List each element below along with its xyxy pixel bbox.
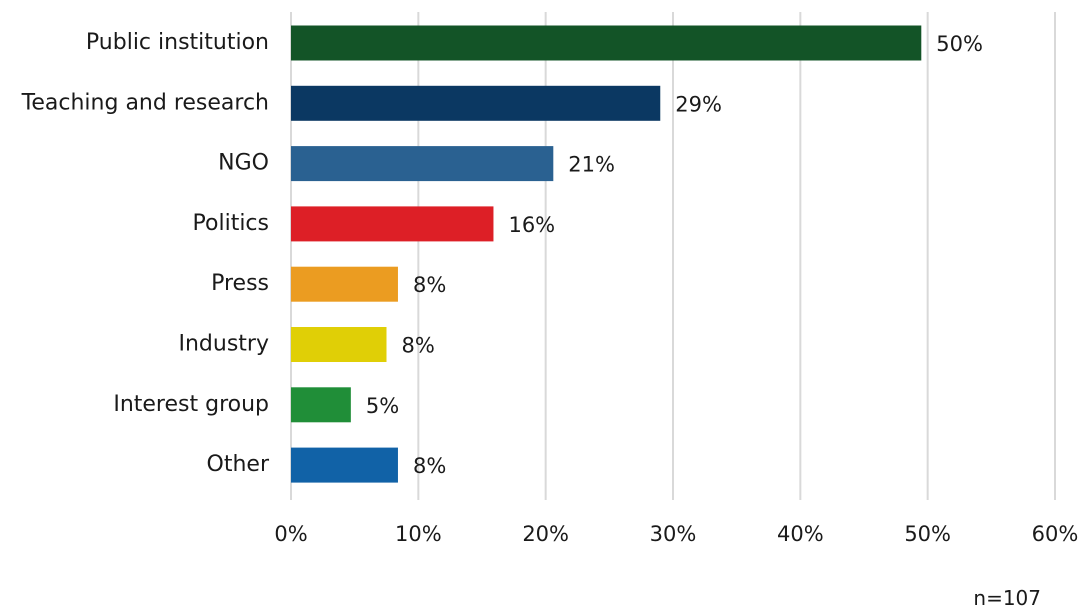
bar-interest-group: [291, 387, 351, 423]
category-label-interest-group: Interest group: [113, 392, 269, 417]
category-label-teaching-and-research: Teaching and research: [21, 90, 269, 115]
category-label-public-institution: Public institution: [86, 30, 269, 55]
bar-ngo: [291, 146, 554, 182]
bar-teaching-and-research: [291, 85, 661, 121]
value-label-press: 8%: [413, 273, 446, 297]
x-tick-label-40: 40%: [777, 522, 824, 546]
value-label-industry: 8%: [402, 334, 435, 358]
x-tick-label-10: 10%: [395, 522, 442, 546]
category-label-ngo: NGO: [218, 151, 269, 176]
x-tick-label-60: 60%: [1032, 522, 1079, 546]
bars: [291, 25, 922, 483]
bar-industry: [291, 327, 387, 362]
bar-public-institution: [291, 25, 922, 61]
value-label-public-institution: 50%: [936, 32, 983, 56]
x-tick-label-0: 0%: [274, 522, 307, 546]
sample-size-note: n=107: [973, 586, 1041, 610]
value-label-ngo: 21%: [568, 153, 615, 177]
value-label-politics: 16%: [508, 213, 555, 237]
x-axis-tick-labels: 0% 10% 20% 30% 40% 50% 60%: [274, 522, 1078, 546]
bar-press: [291, 266, 398, 302]
gridlines: [290, 12, 1056, 500]
bar-other: [291, 447, 398, 483]
category-label-politics: Politics: [193, 211, 269, 236]
value-label-interest-group: 5%: [366, 394, 399, 418]
x-tick-label-30: 30%: [650, 522, 697, 546]
bar-politics: [291, 206, 494, 242]
x-tick-label-50: 50%: [904, 522, 951, 546]
value-label-other: 8%: [413, 454, 446, 478]
category-label-other: Other: [207, 452, 270, 477]
category-label-press: Press: [211, 271, 269, 296]
value-label-teaching-and-research: 29%: [675, 92, 722, 116]
value-labels: 50% 29% 21% 16% 8% 8% 5% 8%: [366, 32, 983, 478]
category-labels: Public institution Teaching and research N…: [21, 30, 270, 477]
category-label-industry: Industry: [179, 332, 270, 357]
x-tick-label-20: 20%: [522, 522, 569, 546]
